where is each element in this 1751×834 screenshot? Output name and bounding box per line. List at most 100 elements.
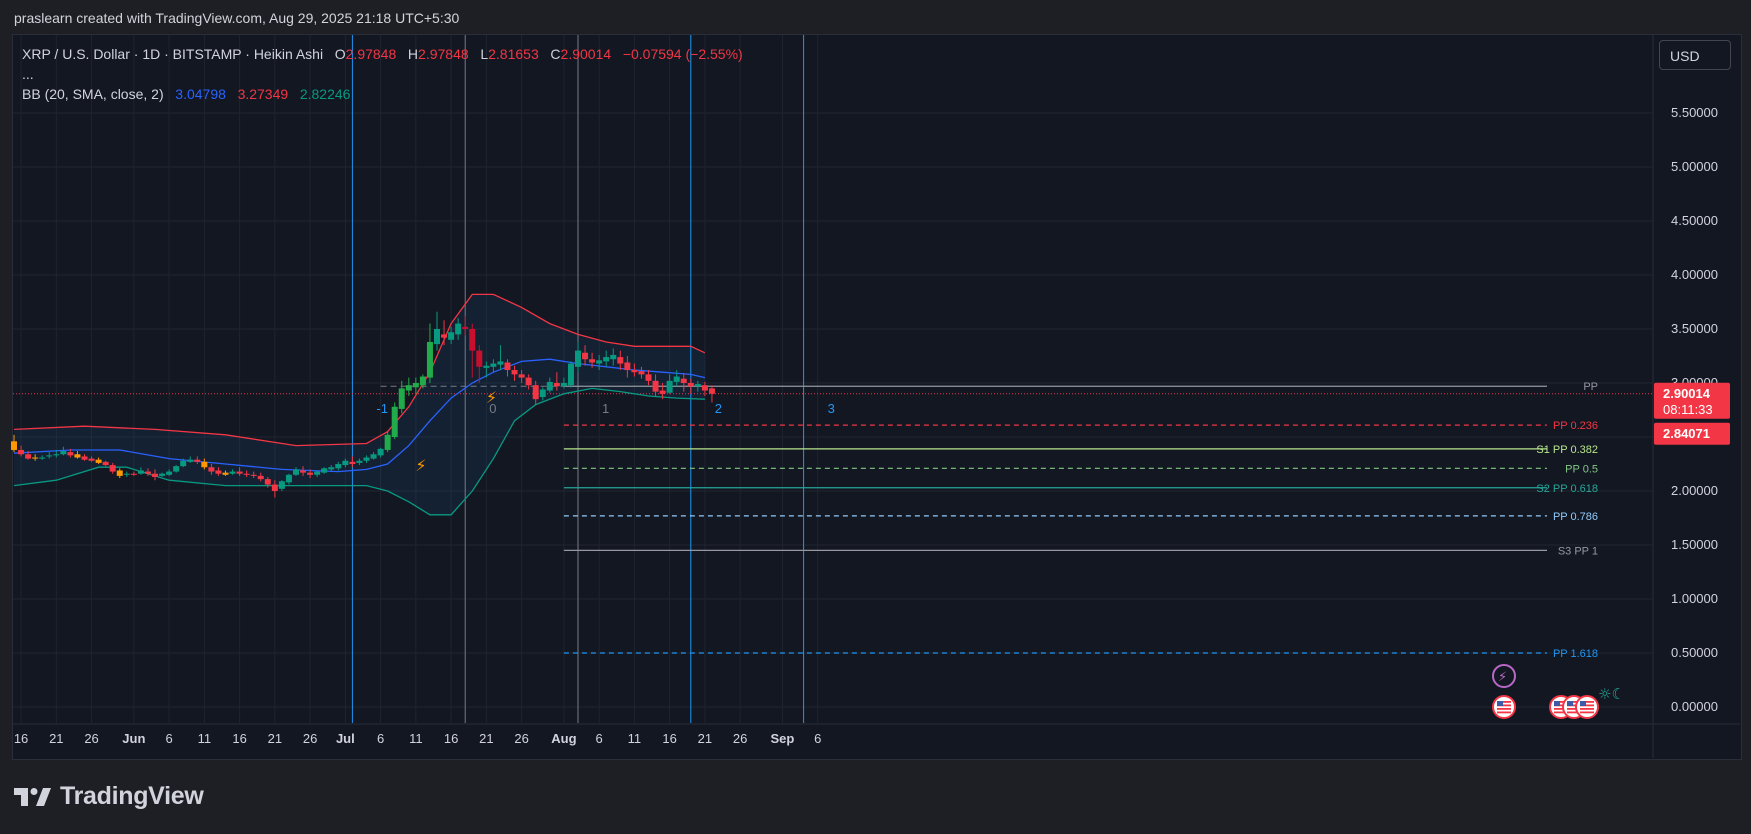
countdown-text: 08:11:33: [1663, 402, 1713, 417]
candle-body: [525, 377, 532, 386]
flag-stripe: [1554, 704, 1568, 707]
flag-stripe: [1567, 701, 1581, 703]
candle-body: [412, 383, 419, 388]
chart-pane[interactable]: [12, 34, 1742, 760]
flag-stripe: [1554, 708, 1568, 710]
candle-body: [476, 350, 483, 367]
pivot-level-label: S2 PP 0.618: [1536, 483, 1598, 495]
candle-body: [271, 484, 278, 491]
candle-body: [370, 454, 377, 459]
candle-body: [687, 383, 694, 387]
candle-body: [278, 481, 285, 489]
lightning-icon: ⚡: [415, 456, 426, 475]
price-tick-label: 0.00000: [1671, 699, 1718, 714]
candle-body: [194, 459, 201, 462]
candle-body: [180, 460, 187, 467]
candle-body: [88, 458, 95, 461]
last-price-tag: [1654, 382, 1730, 419]
vertical-marker-label: 3: [828, 401, 835, 416]
ohlc-row[interactable]: XRP / U.S. Dollar · 1D · BITSTAMP · Heik…: [22, 44, 743, 64]
candle-body: [314, 471, 321, 475]
last-price-tag-value: 2.90014: [1663, 386, 1711, 401]
candle-body: [201, 461, 208, 468]
candle-body: [208, 467, 215, 472]
pivot-level-label: PP 0.236: [1553, 420, 1598, 432]
candle-body: [708, 388, 715, 394]
candle-body: [462, 326, 469, 329]
candle-body: [285, 474, 292, 483]
event-circle: [1575, 695, 1599, 719]
candle-body: [419, 376, 426, 386]
time-tick-label: 21: [479, 731, 493, 746]
candle-body: [610, 354, 617, 360]
candle-body: [666, 380, 673, 393]
candles: [11, 311, 715, 498]
candle-body: [631, 370, 638, 373]
candle-body: [497, 361, 504, 365]
flag-stripe: [1497, 701, 1511, 703]
candle-body: [116, 470, 123, 476]
open-label: O: [334, 46, 346, 62]
flag-stripe: [1567, 708, 1581, 710]
chart-layers: -1 0 1 2 3 PP PP 0.236 S1 PP 0.382 PP 0.5 S2 PP 0…: [11, 35, 1740, 758]
pivot-level-label: PP 0.786: [1553, 511, 1598, 523]
candle-body: [243, 473, 250, 475]
candle-body: [652, 380, 659, 392]
candle-body: [46, 455, 53, 457]
more-icon[interactable]: ...: [22, 66, 34, 82]
candle-body: [321, 468, 328, 473]
candle-body: [95, 459, 102, 463]
candle-body: [81, 456, 88, 460]
candle-body: [173, 466, 180, 472]
price-tick-label: 4.00000: [1671, 267, 1718, 282]
legend-more-row[interactable]: ...: [22, 64, 743, 84]
pivot-level-label: S3 PP 1: [1558, 545, 1598, 557]
candle-body: [624, 362, 631, 371]
high-label: H: [407, 46, 419, 62]
currency-button[interactable]: USD: [1659, 40, 1731, 70]
price-tick-label: 3.50000: [1671, 321, 1718, 336]
candle-body: [293, 469, 299, 475]
candle-body: [300, 470, 307, 473]
low-value: 2.81653: [488, 46, 539, 62]
flag-stripe: [1580, 711, 1594, 714]
time-tick-label: 16: [232, 731, 246, 746]
candle-body: [511, 370, 518, 375]
session-icon: ☼☾: [1598, 685, 1625, 703]
time-tick-label: 26: [733, 731, 747, 746]
candle-body: [518, 374, 525, 378]
change-value: −0.07594 (−2.55%): [622, 46, 743, 62]
vertical-marker-label: 2: [715, 401, 722, 416]
bb-indicator-row[interactable]: BB (20, SMA, close, 2) 3.04798 3.27349 2…: [22, 84, 743, 104]
candle-body: [109, 465, 116, 472]
time-tick-label: Aug: [551, 731, 576, 746]
time-tick-label: 21: [268, 731, 282, 746]
candle-body: [377, 448, 384, 456]
candle-body: [236, 471, 243, 474]
time-tick-label: 26: [303, 731, 317, 746]
tradingview-logo-icon: [14, 787, 51, 806]
candle-body: [159, 473, 166, 476]
candle-body: [680, 378, 687, 383]
candle-body: [553, 383, 560, 387]
candle-body: [144, 471, 151, 474]
time-tick-label: 16: [662, 731, 676, 746]
candle-body: [67, 452, 74, 456]
candle-body: [504, 362, 511, 371]
symbol-label[interactable]: XRP / U.S. Dollar · 1D · BITSTAMP · Heik…: [22, 46, 324, 62]
candle-body: [434, 329, 440, 345]
price-tick-label: 0.50000: [1671, 645, 1718, 660]
tradingview-logo[interactable]: TradingView: [14, 782, 204, 811]
candle-body: [532, 385, 539, 400]
candle-body: [335, 464, 342, 469]
economic-events: ⚡ ☼☾: [1492, 664, 1625, 719]
time-tick-label: 21: [49, 731, 63, 746]
attribution-text: praslearn created with TradingView.com, …: [14, 10, 460, 26]
price-tick-label: 5.50000: [1671, 105, 1718, 120]
time-tick-label: 11: [628, 731, 642, 746]
pivot-level-label: PP 1.618: [1553, 648, 1598, 660]
bb-upper-line: [13, 293, 706, 447]
candle-body: [659, 390, 666, 394]
bb-label[interactable]: BB (20, SMA, close, 2): [22, 86, 164, 102]
